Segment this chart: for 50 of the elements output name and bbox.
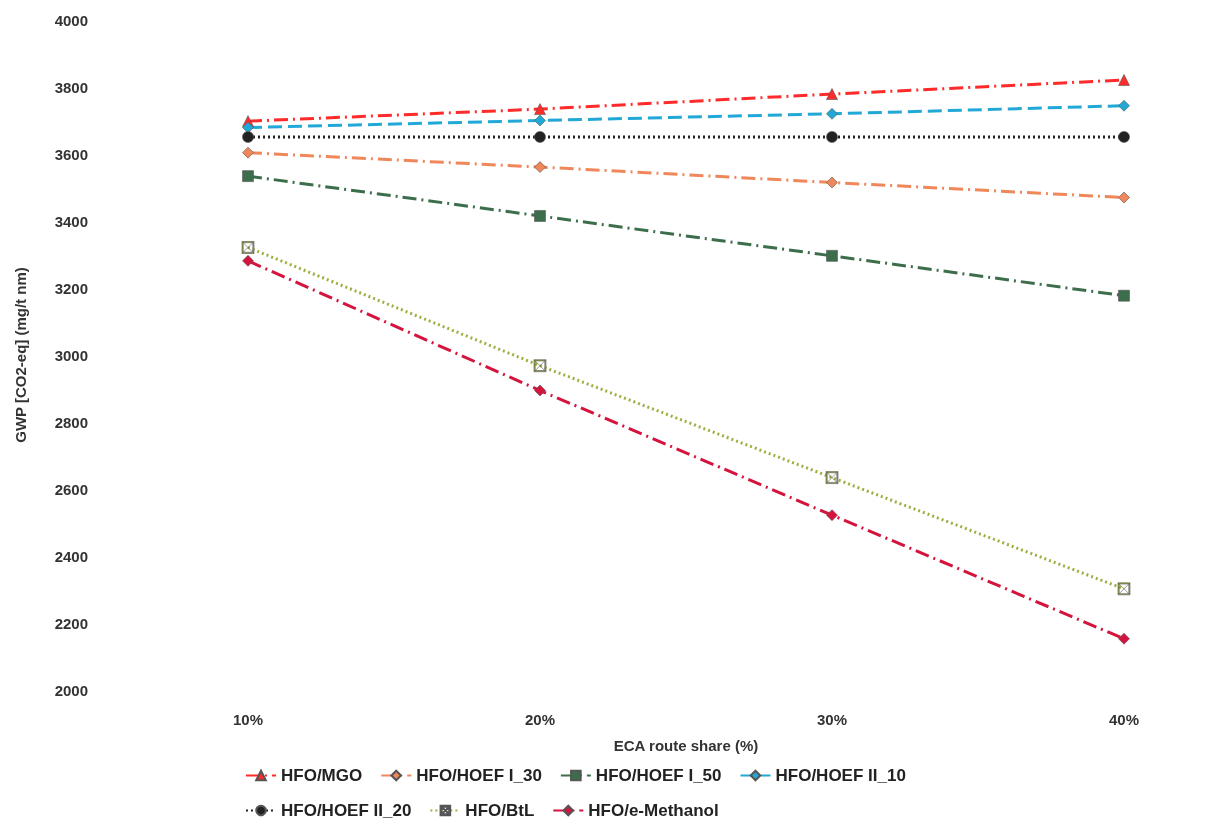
point [826,250,838,262]
legend-label: HFO/e-Methanol [588,801,719,820]
point [241,241,255,254]
y-tick-label: 3400 [54,212,88,230]
point [1118,99,1130,112]
point [1118,632,1130,645]
x-tick-label: 20% [524,711,556,728]
legend-label: HFO/HOEF II_20 [281,801,412,820]
legend-label: HFO/BtL [465,801,535,820]
y-tick-label: 2400 [54,547,88,565]
y-tick-label: 3200 [54,279,88,297]
point [534,384,546,397]
point [1118,74,1130,86]
point [242,255,254,267]
x-axis-title: ECA route share (%) [613,737,759,754]
point [534,210,546,222]
point [1117,582,1131,596]
point [534,103,546,115]
y-tick-label: 4000 [54,11,88,29]
legend-label: HFO/HOEF I_50 [595,766,722,785]
y-tick-label: 2000 [54,681,88,699]
y-tick-label: 3800 [54,78,88,96]
point [534,131,546,143]
point [826,88,838,100]
y-tick-label: 3600 [54,145,88,163]
y-tick-label: 2600 [54,480,88,498]
x-tick-label: 10% [232,711,264,728]
point [1118,289,1130,302]
y-tick-label: 3000 [54,346,88,364]
point [242,131,254,143]
point [533,359,547,373]
point [826,509,838,521]
point [825,471,839,484]
point [242,146,254,159]
legend-label: HFO/MGO [281,766,363,785]
point [1118,131,1130,143]
x-tick-label: 30% [816,711,848,728]
legend-label: HFO/HOEF I_30 [416,766,542,785]
point [826,108,838,120]
y-tick-label: 2200 [54,614,88,632]
point [534,161,546,173]
point [534,114,546,127]
x-tick-label: 40% [1108,711,1140,728]
point [1118,191,1130,204]
point [826,131,838,143]
y-tick-label: 2800 [54,413,88,431]
legend-label: HFO/HOEF II_10 [775,766,906,785]
point [826,176,838,189]
point [242,170,254,182]
y-axis-title: GWP [CO2-eq] (mg/t nm) [12,267,29,443]
